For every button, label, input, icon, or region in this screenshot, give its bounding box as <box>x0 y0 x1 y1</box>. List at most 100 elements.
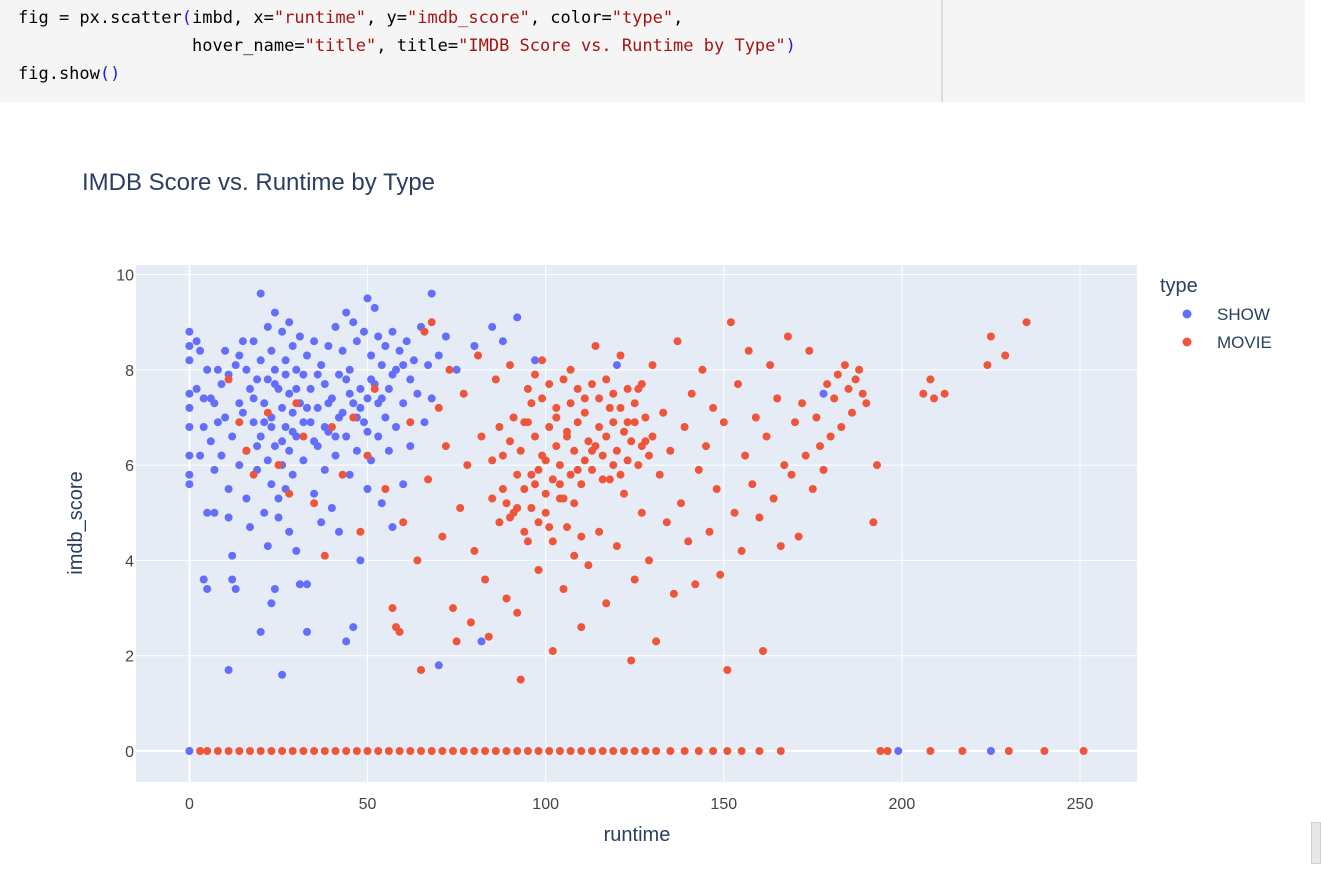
data-point[interactable] <box>263 322 272 331</box>
data-point[interactable] <box>1040 747 1049 755</box>
data-point[interactable] <box>299 432 308 441</box>
data-point[interactable] <box>623 384 632 393</box>
data-point[interactable] <box>791 418 799 427</box>
data-point[interactable] <box>374 332 383 341</box>
series-movie[interactable] <box>196 318 1088 755</box>
data-point[interactable] <box>691 580 700 589</box>
data-point[interactable] <box>648 361 657 370</box>
data-point[interactable] <box>399 399 408 408</box>
code-editor[interactable]: fig = px.scatter(imbd, x="runtime", y="i… <box>18 4 796 88</box>
data-point[interactable] <box>256 289 265 298</box>
data-point[interactable] <box>488 456 497 465</box>
data-point[interactable] <box>299 747 308 755</box>
data-point[interactable] <box>267 346 276 355</box>
data-point[interactable] <box>527 504 536 512</box>
data-point[interactable] <box>295 332 304 341</box>
series-show[interactable] <box>185 289 995 755</box>
data-point[interactable] <box>185 403 194 412</box>
data-point[interactable] <box>862 399 871 408</box>
data-point[interactable] <box>566 399 575 408</box>
data-point[interactable] <box>267 423 276 431</box>
data-point[interactable] <box>349 318 358 327</box>
data-point[interactable] <box>470 747 479 755</box>
data-point[interactable] <box>798 399 807 408</box>
data-point[interactable] <box>833 370 842 379</box>
data-point[interactable] <box>256 432 265 441</box>
data-point[interactable] <box>616 351 625 360</box>
data-point[interactable] <box>381 342 390 350</box>
legend-item-movie[interactable]: MOVIE <box>1182 333 1272 352</box>
data-point[interactable] <box>1022 318 1031 327</box>
data-point[interactable] <box>199 575 208 584</box>
data-point[interactable] <box>388 370 397 379</box>
data-point[interactable] <box>235 351 244 360</box>
data-point[interactable] <box>196 346 205 355</box>
data-point[interactable] <box>609 389 618 398</box>
data-point[interactable] <box>470 546 479 555</box>
data-point[interactable] <box>317 361 326 370</box>
data-point[interactable] <box>320 747 329 755</box>
data-point[interactable] <box>395 627 404 636</box>
data-point[interactable] <box>666 747 675 755</box>
data-point[interactable] <box>577 480 586 489</box>
data-point[interactable] <box>463 461 472 470</box>
data-point[interactable] <box>723 747 732 755</box>
data-point[interactable] <box>409 356 418 365</box>
data-point[interactable] <box>773 394 782 403</box>
data-point[interactable] <box>263 408 272 417</box>
data-point[interactable] <box>627 437 636 446</box>
data-point[interactable] <box>210 508 219 517</box>
data-point[interactable] <box>285 318 294 327</box>
data-point[interactable] <box>224 666 233 674</box>
data-point[interactable] <box>270 308 279 317</box>
data-point[interactable] <box>545 523 554 532</box>
data-point[interactable] <box>755 747 764 755</box>
data-point[interactable] <box>609 747 618 755</box>
data-point[interactable] <box>210 465 219 474</box>
data-point[interactable] <box>388 327 397 336</box>
data-point[interactable] <box>224 513 233 522</box>
data-point[interactable] <box>566 747 575 755</box>
data-point[interactable] <box>199 423 208 431</box>
data-point[interactable] <box>552 403 561 412</box>
data-point[interactable] <box>573 384 582 393</box>
data-point[interactable] <box>620 427 628 436</box>
data-point[interactable] <box>534 566 543 574</box>
data-point[interactable] <box>363 451 372 460</box>
data-point[interactable] <box>481 575 490 584</box>
data-point[interactable] <box>498 337 507 346</box>
data-point[interactable] <box>652 747 661 755</box>
data-point[interactable] <box>192 384 201 393</box>
data-point[interactable] <box>196 747 205 755</box>
data-point[interactable] <box>840 361 849 370</box>
data-point[interactable] <box>338 470 347 479</box>
data-point[interactable] <box>274 494 283 503</box>
data-point[interactable] <box>694 465 703 474</box>
data-point[interactable] <box>805 346 814 355</box>
data-point[interactable] <box>249 470 258 479</box>
data-point[interactable] <box>221 413 230 422</box>
data-point[interactable] <box>331 432 340 441</box>
data-point[interactable] <box>588 465 596 474</box>
data-point[interactable] <box>655 470 664 479</box>
data-point[interactable] <box>281 356 290 365</box>
data-point[interactable] <box>253 375 262 384</box>
data-point[interactable] <box>246 523 254 532</box>
data-point[interactable] <box>185 342 194 350</box>
data-point[interactable] <box>228 575 237 584</box>
data-point[interactable] <box>559 494 568 503</box>
data-point[interactable] <box>217 380 226 389</box>
data-point[interactable] <box>641 413 650 422</box>
data-point[interactable] <box>235 461 244 470</box>
data-point[interactable] <box>755 513 764 522</box>
data-point[interactable] <box>360 327 368 336</box>
data-point[interactable] <box>612 361 621 370</box>
data-point[interactable] <box>203 508 212 517</box>
data-point[interactable] <box>288 342 297 350</box>
data-point[interactable] <box>474 351 482 360</box>
data-point[interactable] <box>580 408 589 417</box>
scatter-chart[interactable]: IMDB Score vs. Runtime by Type 0 50 100 150… <box>0 102 1321 878</box>
data-point[interactable] <box>246 384 254 393</box>
data-point[interactable] <box>438 532 447 541</box>
data-point[interactable] <box>545 380 554 389</box>
